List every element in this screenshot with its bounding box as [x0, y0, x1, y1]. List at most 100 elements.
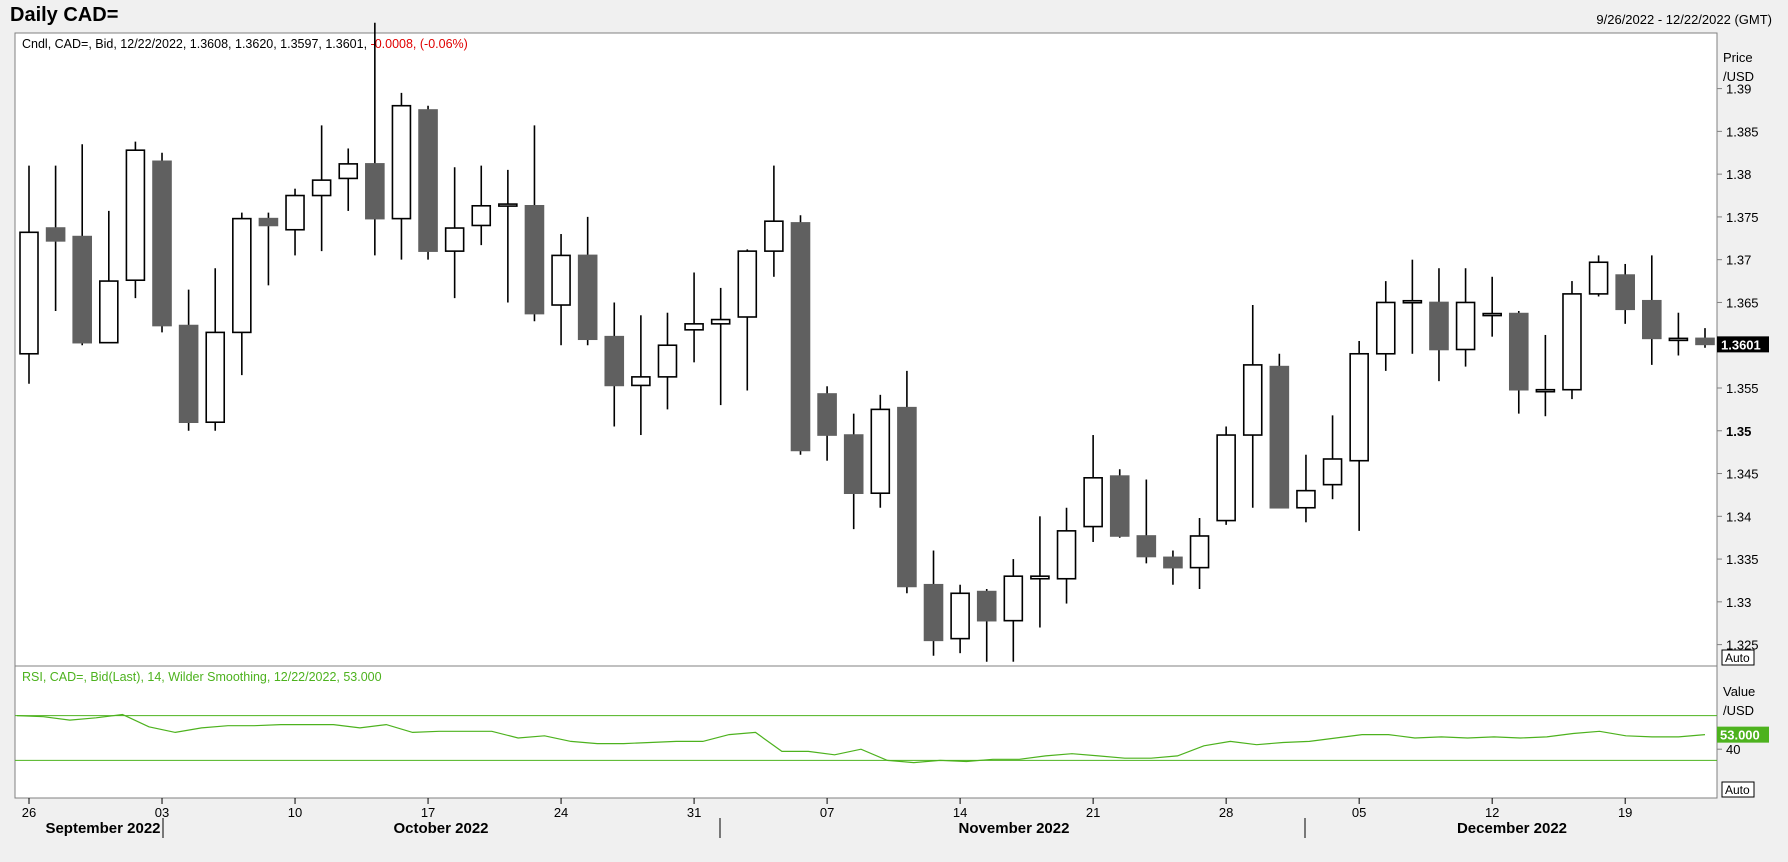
x-tick-label: 12 — [1485, 805, 1499, 820]
price-tick-label: 1.38 — [1726, 167, 1751, 182]
price-tick-label: 1.335 — [1726, 552, 1759, 567]
price-legend-change: -0.0008, (-0.06%) — [371, 37, 468, 51]
candle-body — [311, 179, 332, 197]
candle-body — [1269, 365, 1290, 509]
price-auto-button[interactable] — [1721, 649, 1755, 666]
candle-body — [577, 254, 598, 341]
price-legend: Cndl, CAD=, Bid, 12/22/2022, 1.3608, 1.3… — [22, 37, 468, 51]
candle-body — [1695, 337, 1715, 346]
x-month-label: October 2022 — [393, 820, 488, 837]
candle-body — [232, 217, 252, 334]
candle-body — [870, 408, 891, 495]
candle-body — [19, 231, 39, 355]
price-tick-label: 1.365 — [1726, 295, 1759, 310]
candle-body — [1455, 301, 1476, 351]
x-month-label: September 2022 — [45, 820, 160, 837]
x-tick-label: 17 — [421, 805, 435, 820]
candle-body — [1641, 299, 1662, 340]
candle-body — [923, 583, 944, 642]
rsi-axis-unit: /USD — [1723, 703, 1754, 718]
last-price-marker: 1.3601 — [1717, 336, 1769, 353]
candle-body — [950, 592, 970, 640]
candle-body — [471, 204, 492, 227]
rsi-line — [16, 713, 1706, 764]
candle-body — [1349, 352, 1369, 462]
candle-body — [285, 194, 305, 231]
candle-body — [1030, 575, 1050, 580]
candle-body — [1429, 301, 1449, 351]
candle-body — [1109, 475, 1130, 537]
price-tick-label: 1.345 — [1726, 467, 1759, 482]
candle-body — [1083, 477, 1103, 528]
candle-body — [1003, 575, 1024, 622]
price-tick-labels: 1.3251.331.3351.341.3451.351.3551.361.36… — [1717, 82, 1759, 653]
candle-body — [152, 160, 172, 327]
candle-body — [1163, 556, 1183, 569]
candle-body — [418, 109, 438, 252]
candle-body — [1668, 337, 1689, 342]
x-tick-label: 05 — [1352, 805, 1366, 820]
candle-body — [1136, 535, 1157, 558]
candle-body — [338, 163, 359, 180]
rsi-tick-labels: 40 — [1717, 742, 1740, 757]
x-month-label: November 2022 — [959, 820, 1070, 837]
candle-body — [976, 590, 997, 622]
candle-body — [897, 406, 917, 588]
price-tick-label: 1.355 — [1726, 381, 1759, 396]
candle-body — [737, 250, 758, 318]
candle-body — [1508, 312, 1529, 391]
candle-body — [1615, 274, 1635, 311]
candle-body — [45, 227, 66, 242]
candle-body — [657, 344, 678, 378]
x-tick-label: 26 — [22, 805, 36, 820]
candle-series — [19, 22, 1715, 662]
x-tick-label: 10 — [288, 805, 302, 820]
candle-body — [365, 163, 385, 220]
x-tick-label: 24 — [554, 805, 568, 820]
price-axis-label: Price — [1723, 50, 1753, 65]
rsi-last-value: 53.000 — [1720, 728, 1760, 743]
candle-body — [817, 393, 837, 436]
candle-body — [1402, 299, 1423, 304]
candle-body — [1242, 364, 1263, 436]
candle-body — [604, 335, 625, 387]
x-tick-label: 14 — [953, 805, 967, 820]
candle-body — [1588, 261, 1609, 295]
candle-body — [99, 280, 119, 344]
x-axis: 26 03 10 17 24 31 07 14 21 28 05 12 19 September 2022… — [22, 798, 1632, 838]
price-tick-label: 1.325 — [1726, 638, 1759, 653]
candle-body — [1322, 458, 1343, 486]
x-month-label: December 2022 — [1457, 820, 1567, 837]
chart-title: Daily CAD= — [10, 4, 119, 26]
x-tick-label: 28 — [1219, 805, 1233, 820]
x-tick-label: 07 — [820, 805, 834, 820]
x-tick-label: 19 — [1618, 805, 1632, 820]
candle-body — [631, 376, 651, 387]
x-tick-label: 03 — [155, 805, 169, 820]
candle-body — [524, 204, 545, 315]
candle-body — [764, 220, 784, 252]
candle-body — [72, 235, 93, 344]
x-tick-label: 21 — [1086, 805, 1100, 820]
price-tick-label: 1.39 — [1726, 82, 1751, 97]
candle-body — [258, 217, 279, 227]
rsi-panel-frame — [14, 665, 1718, 799]
candle-body — [1056, 530, 1077, 580]
price-axis-unit: /USD — [1723, 69, 1754, 84]
candle-body — [790, 222, 811, 452]
last-price-box — [1717, 336, 1769, 353]
candle-body — [551, 254, 571, 306]
date-range: 9/26/2022 - 12/22/2022 (GMT) — [1596, 12, 1772, 27]
candle-body — [843, 434, 864, 495]
rsi-auto-label: Auto — [1725, 783, 1750, 797]
candle-body — [1535, 388, 1556, 393]
candle-body — [391, 104, 412, 220]
rsi-auto-button[interactable] — [1721, 781, 1755, 798]
candle-body — [1189, 535, 1210, 569]
candle-body — [684, 323, 704, 331]
candle-body — [444, 227, 465, 252]
candle-body — [1482, 312, 1502, 317]
candle-body — [1375, 301, 1396, 355]
candle-body — [1216, 434, 1236, 522]
